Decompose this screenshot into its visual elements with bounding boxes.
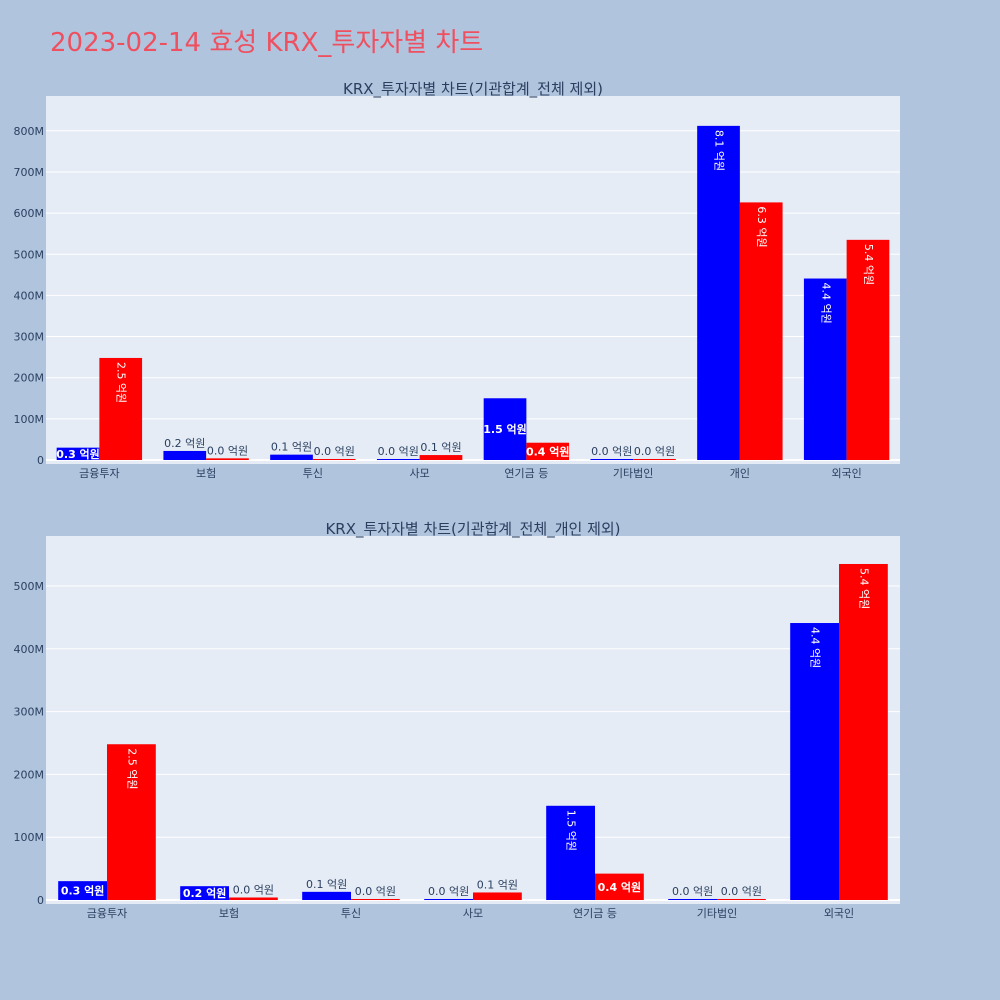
data-label-sell-0-7: 5.4 억원	[862, 244, 875, 285]
ytick-label-1-1: 100M	[14, 831, 45, 844]
data-label-buy-1-4: 1.5 억원	[565, 810, 578, 851]
bar-buy-1-4	[546, 805, 595, 900]
ytick-label-0-2: 200M	[14, 372, 45, 385]
data-label-buy-1-6: 4.4 억원	[809, 627, 822, 668]
xtick-label-0-5: 기타법인	[613, 467, 653, 480]
ytick-label-1-5: 500M	[14, 580, 45, 593]
ytick-label-0-8: 800M	[14, 125, 45, 138]
data-label-sell-1-6: 5.4 억원	[857, 568, 870, 609]
bar-buy-1-0	[58, 881, 107, 900]
bar-buy-0-3	[376, 459, 420, 460]
xtick-label-1-6: 외국인	[824, 907, 854, 920]
xtick-label-0-0: 금융투자	[79, 467, 119, 480]
ytick-label-0-4: 400M	[14, 289, 45, 302]
data-label-sell-1-1: 0.0 억원	[233, 883, 274, 896]
data-label-sell-0-4: 0.4 억원	[526, 444, 570, 458]
xtick-label-1-5: 기타법인	[697, 907, 737, 920]
bar-buy-0-6	[697, 125, 740, 460]
ytick-label-0-1: 100M	[14, 413, 45, 426]
bar-sell-1-6	[839, 563, 888, 900]
bar-sell-1-1	[229, 897, 278, 900]
bar-sell-0-1	[206, 458, 249, 460]
data-label-buy-0-6: 8.1 억원	[713, 130, 726, 171]
data-label-sell-1-3: 0.1 억원	[477, 878, 518, 891]
bar-sell-0-3	[419, 455, 463, 460]
data-label-sell-1-5: 0.0 억원	[721, 885, 762, 898]
data-label-buy-1-5: 0.0 억원	[672, 885, 713, 898]
ytick-label-1-3: 300M	[14, 706, 45, 719]
data-label-sell-0-6: 6.3 억원	[755, 206, 768, 247]
bar-buy-1-6	[790, 623, 839, 900]
ytick-label-0-7: 700M	[14, 166, 45, 179]
ytick-label-0-6: 600M	[14, 207, 45, 220]
bar-sell-1-3	[473, 892, 522, 900]
data-label-buy-1-2: 0.1 억원	[306, 878, 347, 891]
xtick-label-0-1: 보험	[196, 467, 216, 480]
data-label-buy-0-2: 0.1 억원	[271, 441, 312, 454]
bar-buy-0-1	[163, 450, 207, 460]
bar-buy-0-4	[483, 398, 527, 460]
bar-sell-0-4	[526, 442, 570, 460]
chart-title-0: KRX_투자자별 차트(기관합계_전체 제외)	[343, 80, 603, 99]
data-label-sell-0-5: 0.0 억원	[634, 445, 675, 458]
data-label-buy-1-1: 0.2 억원	[183, 886, 227, 900]
ytick-label-1-0: 0	[37, 894, 44, 907]
ytick-label-0-5: 500M	[14, 248, 45, 261]
xtick-label-1-2: 투신	[341, 907, 361, 920]
bar-buy-1-2	[302, 891, 351, 900]
bar-sell-0-0	[99, 357, 143, 460]
xtick-label-1-0: 금융투자	[87, 907, 127, 920]
bar-buy-0-2	[270, 454, 313, 460]
xtick-label-1-3: 사모	[463, 907, 483, 920]
data-label-buy-0-5: 0.0 억원	[591, 445, 632, 458]
bar-sell-0-5	[633, 459, 676, 460]
data-label-sell-1-4: 0.4 억원	[598, 880, 642, 894]
data-label-sell-0-1: 0.0 억원	[207, 444, 248, 457]
xtick-label-1-4: 연기금 등	[573, 907, 617, 920]
xtick-label-0-6: 개인	[730, 467, 750, 480]
bar-sell-0-6	[739, 202, 783, 460]
data-label-sell-0-3: 0.1 억원	[420, 441, 461, 454]
data-label-buy-1-3: 0.0 억원	[428, 885, 469, 898]
bar-buy-0-5	[590, 459, 634, 460]
page-title: 2023-02-14 효성 KRX_투자자별 차트	[50, 28, 484, 58]
xtick-label-0-7: 외국인	[831, 467, 861, 480]
ytick-label-0-0: 0	[37, 454, 44, 467]
xtick-label-1-1: 보험	[219, 907, 239, 920]
data-label-sell-0-0: 2.5 억원	[115, 362, 128, 403]
data-label-buy-0-3: 0.0 억원	[378, 445, 419, 458]
plot-area-1	[46, 536, 900, 904]
data-label-buy-0-0: 0.3 억원	[56, 447, 100, 461]
bar-sell-1-2	[351, 899, 400, 900]
ytick-label-1-4: 400M	[14, 643, 45, 656]
bar-buy-1-1	[180, 886, 229, 900]
ytick-label-0-3: 300M	[14, 331, 45, 344]
data-label-sell-1-2: 0.0 억원	[355, 885, 396, 898]
data-label-sell-1-0: 2.5 억원	[125, 748, 138, 789]
bar-buy-0-0	[56, 447, 100, 460]
chart-title-1: KRX_투자자별 차트(기관합계_전체_개인 제외)	[325, 520, 620, 539]
data-label-buy-0-4: 1.5 억원	[483, 422, 527, 436]
bar-sell-1-5	[717, 899, 766, 900]
bar-sell-0-2	[312, 459, 356, 460]
data-label-sell-0-2: 0.0 억원	[314, 445, 355, 458]
ytick-label-1-2: 200M	[14, 768, 45, 781]
bar-sell-1-4	[595, 873, 644, 900]
bar-sell-0-7	[846, 239, 890, 460]
data-label-buy-0-1: 0.2 억원	[164, 437, 205, 450]
xtick-label-0-3: 사모	[410, 467, 430, 480]
bar-buy-1-5	[668, 899, 717, 900]
bar-buy-0-7	[803, 278, 847, 460]
bar-sell-1-0	[107, 744, 156, 900]
data-label-buy-0-7: 4.4 억원	[819, 283, 832, 324]
xtick-label-0-2: 투신	[303, 467, 323, 480]
data-label-buy-1-0: 0.3 억원	[61, 884, 105, 898]
bar-buy-1-3	[424, 899, 473, 900]
xtick-label-0-4: 연기금 등	[504, 467, 548, 480]
